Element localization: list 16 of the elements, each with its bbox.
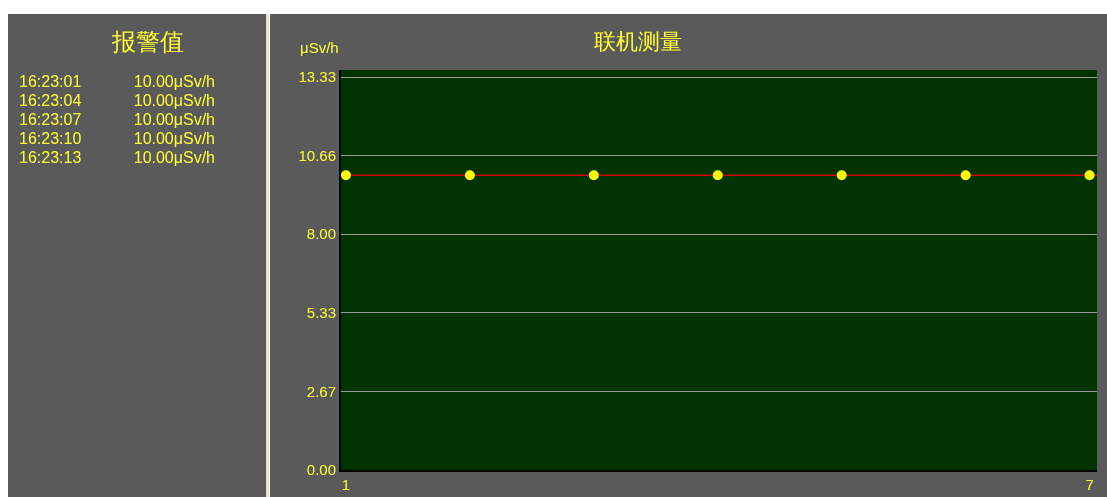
y-tick-label: 10.66 xyxy=(298,147,336,165)
y-tick-label: 8.00 xyxy=(306,225,336,243)
text: 16:23:07 10.00μSv/h xyxy=(19,111,215,128)
y-tick-label: 5.33 xyxy=(306,304,336,322)
text: 16:23:04 10.00μSv/h xyxy=(19,92,215,109)
chart-title: 联机测量 xyxy=(594,28,683,54)
y-tick-label: 13.33 xyxy=(298,68,336,86)
x-tick-label: 1 xyxy=(341,476,351,493)
text: 16:23:10 10.00μSv/h xyxy=(19,130,215,147)
y-tick-label: 2.67 xyxy=(306,382,336,400)
y-axis-title: μSv/h xyxy=(300,39,339,56)
text: 报警值 xyxy=(111,27,185,58)
x-tick-label: 7 xyxy=(1085,476,1094,493)
text: 16:23:01 10.00μSv/h xyxy=(19,73,215,90)
text: 16:23:13 10.00μSv/h xyxy=(19,149,215,166)
y-tick-label: 0.00 xyxy=(306,461,336,479)
